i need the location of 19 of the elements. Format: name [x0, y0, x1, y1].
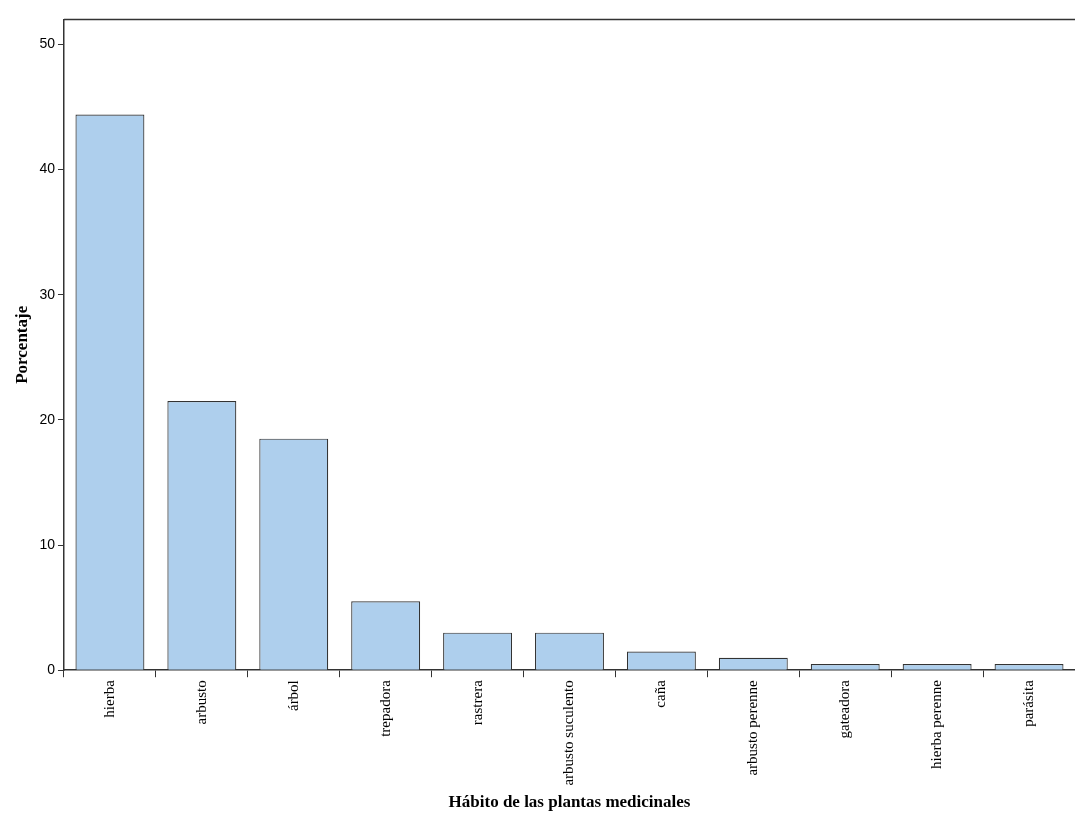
x-tick-label: arbusto perenne [744, 679, 761, 776]
y-tick-label: 50 [39, 35, 56, 52]
x-tick-label: trepadora [376, 679, 393, 737]
x-tick-label: hierba [100, 679, 117, 718]
x-axis-title: Hábito de las plantas medicinales [448, 792, 691, 812]
x-tick-label: rastrera [468, 679, 485, 726]
y-tick-label: 0 [47, 661, 56, 678]
x-tick-label: hierba perenne [928, 679, 945, 769]
x-tick-label: caña [652, 679, 669, 708]
y-tick-label: 20 [39, 410, 56, 427]
y-tick-label: 40 [39, 160, 56, 177]
x-tick-label: gateadora [836, 679, 853, 739]
y-axis-title: Porcentaje [11, 305, 31, 384]
x-tick-label: árbol [284, 680, 301, 712]
y-tick-label: 10 [39, 535, 56, 552]
x-tick-label: arbusto suculento [560, 680, 577, 786]
x-tick-label: parásita [1019, 679, 1036, 727]
y-tick-label: 30 [39, 285, 56, 302]
x-tick-label: arbusto [192, 680, 209, 725]
